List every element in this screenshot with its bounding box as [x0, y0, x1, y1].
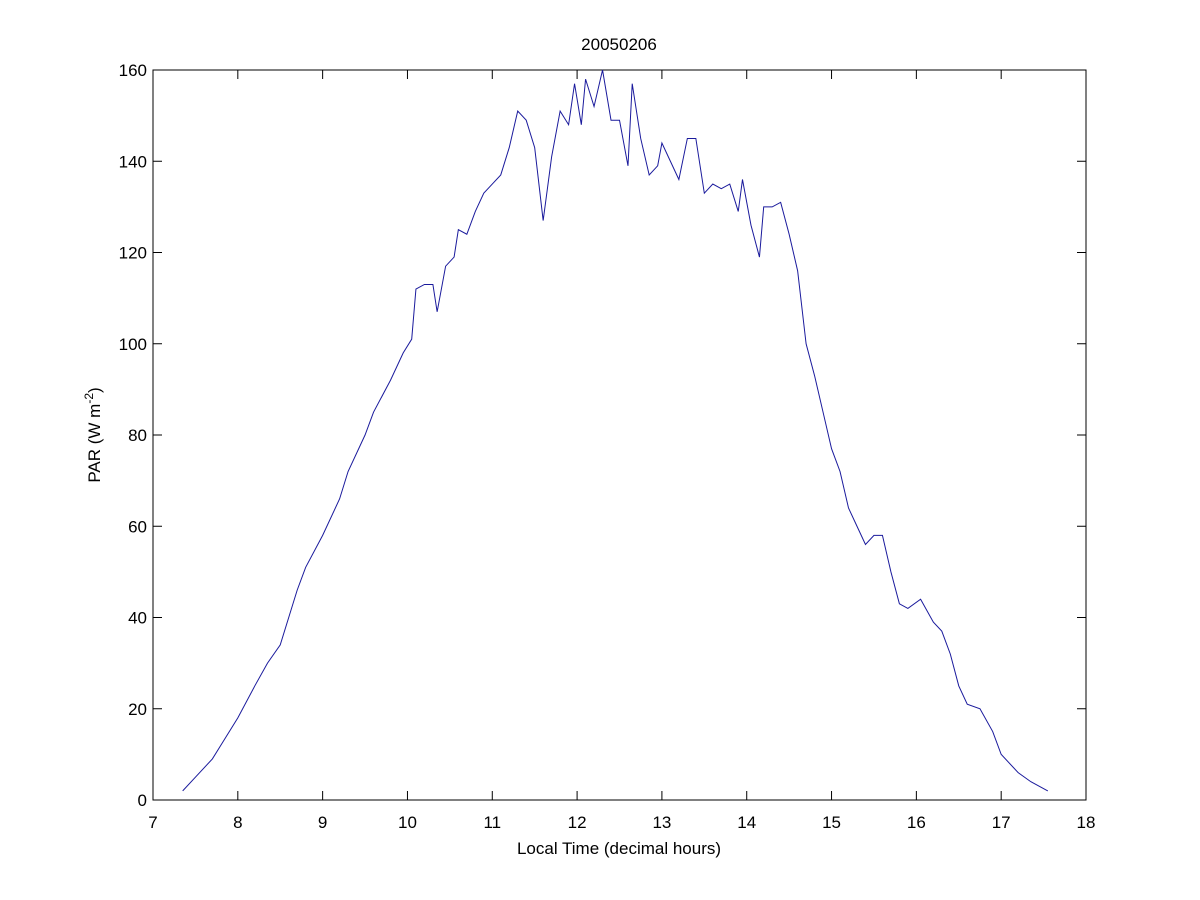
y-tick-label: 60	[128, 517, 147, 536]
y-tick-label: 20	[128, 700, 147, 719]
x-tick-label: 8	[233, 813, 242, 832]
x-axis-label: Local Time (decimal hours)	[517, 839, 721, 858]
x-tick-label: 16	[907, 813, 926, 832]
x-tick-label: 9	[318, 813, 327, 832]
x-tick-label: 10	[398, 813, 417, 832]
y-tick-label: 120	[119, 244, 147, 263]
plot-frame	[152, 69, 1087, 801]
x-tick-label: 18	[1077, 813, 1096, 832]
x-tick-label: 15	[822, 813, 841, 832]
y-tick-label: 0	[138, 791, 147, 810]
x-tick-label: 7	[148, 813, 157, 832]
x-tick-label: 11	[483, 813, 501, 832]
x-tick-label: 13	[652, 813, 671, 832]
y-label-superscript: -2	[82, 393, 96, 404]
data-line	[182, 69, 1049, 792]
chart-title: 20050206	[581, 35, 657, 54]
y-tick-label: 160	[119, 61, 147, 80]
y-label-suffix: )	[85, 387, 104, 393]
x-tick-label: 17	[992, 813, 1011, 832]
y-tick-label: 100	[119, 335, 147, 354]
y-tick-label: 80	[128, 426, 147, 445]
y-label-text: PAR (W m	[85, 404, 104, 483]
x-tick-label: 12	[568, 813, 587, 832]
y-tick-label: 40	[128, 609, 147, 628]
x-tick-label: 14	[737, 813, 756, 832]
y-tick-label: 140	[119, 152, 147, 171]
y-axis-label: PAR (W m-2)	[82, 387, 104, 482]
